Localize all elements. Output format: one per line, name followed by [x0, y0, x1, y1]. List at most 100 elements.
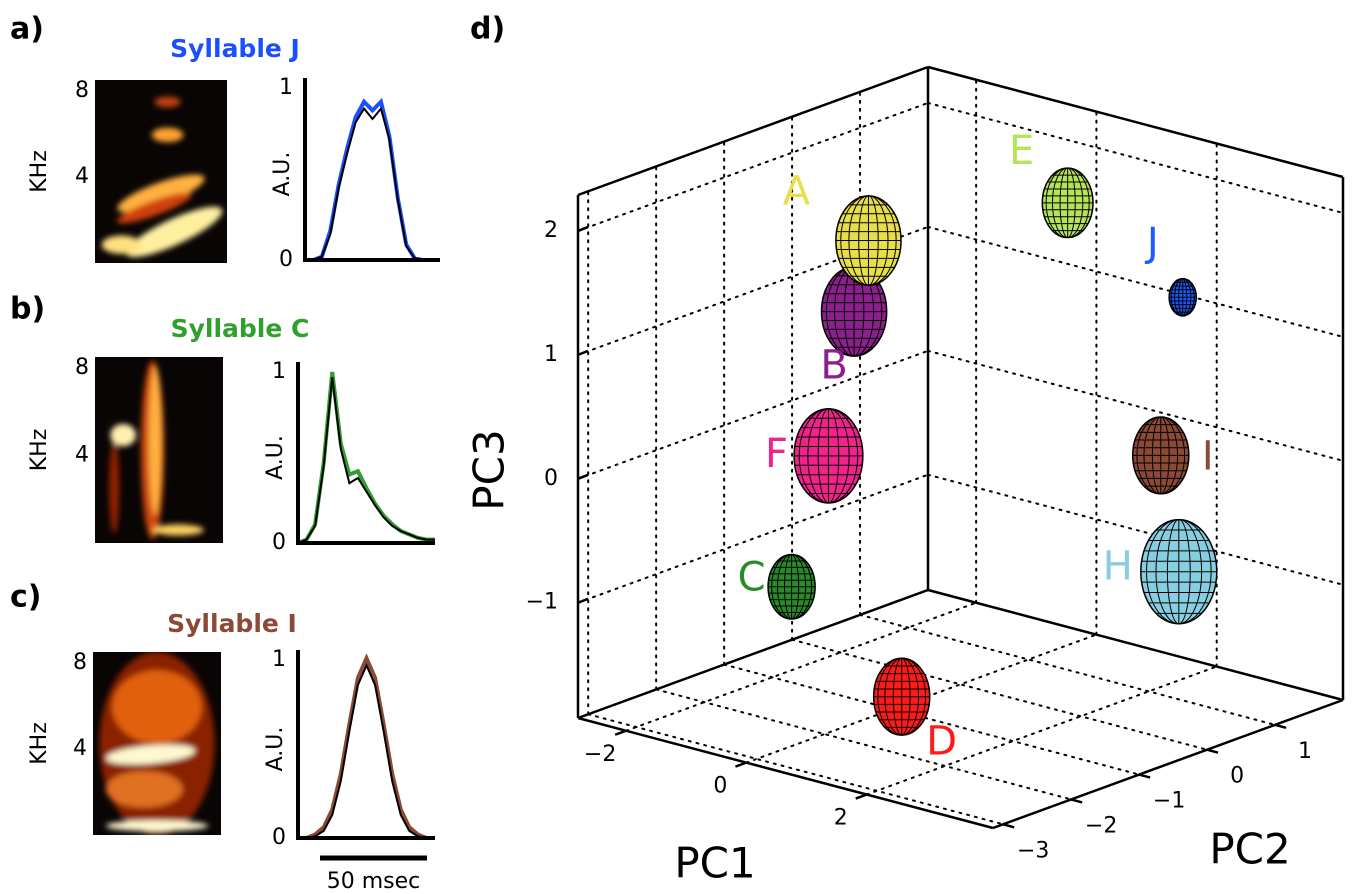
panel-letter: d) — [470, 12, 505, 47]
point-label: A — [783, 169, 811, 215]
y-axis-label: A.U. — [270, 152, 295, 197]
spectrogram-energy — [99, 652, 215, 835]
grid-line — [927, 349, 1344, 462]
panel-letter: a) — [10, 12, 44, 47]
grid-line — [587, 713, 1005, 826]
scale-bar-label: 50 msec — [327, 869, 421, 894]
tick-mark — [734, 761, 747, 768]
z-tick-label: 2 — [544, 218, 558, 243]
panel-title: Syllable J — [170, 34, 300, 63]
energy-blob — [126, 206, 223, 258]
box-edge — [577, 588, 929, 720]
x-axis-label: PC1 — [674, 839, 755, 888]
tick-mark — [614, 729, 627, 736]
y-axis-label: KHz — [27, 429, 52, 472]
energy-blob — [117, 174, 205, 213]
grid-line — [927, 473, 1344, 586]
y-tick-label: 0 — [1230, 764, 1244, 789]
ellipsoid — [793, 408, 864, 504]
ellipsoid — [1140, 518, 1218, 625]
grid-line — [723, 663, 1141, 776]
panel-letter: b) — [10, 292, 45, 327]
energy-blob — [148, 366, 162, 516]
envelope-line — [298, 662, 435, 839]
tick-mark — [577, 473, 589, 480]
x-tick-label: 0 — [713, 774, 727, 799]
y-tick-label: 1 — [272, 359, 286, 384]
tick-mark — [1274, 723, 1287, 730]
ellipsoid — [1168, 277, 1198, 317]
ellipsoid — [835, 195, 902, 286]
ellipsoid — [767, 553, 816, 620]
tick-mark — [577, 349, 589, 357]
point-label: D — [926, 719, 957, 765]
envelope-line — [305, 106, 440, 261]
y-tick-label: 8 — [75, 78, 89, 103]
tick-mark — [577, 225, 589, 233]
grid-line — [859, 613, 1277, 726]
box-edge — [577, 716, 994, 830]
spectrogram-energy — [101, 96, 223, 258]
y-axis-label: PC2 — [1209, 825, 1290, 874]
point-label: E — [1009, 128, 1034, 174]
grid-line — [625, 601, 978, 732]
energy-blob — [105, 744, 196, 765]
energy-blob — [152, 524, 204, 536]
box-edge — [927, 588, 1344, 702]
y-tick-label: −3 — [1017, 838, 1049, 863]
spectrogram-energy — [109, 360, 204, 540]
z-tick-label: 1 — [544, 342, 558, 367]
y-axis-label: A.U. — [263, 435, 288, 480]
y-tick-label: 4 — [73, 736, 87, 761]
x-tick-label: 2 — [834, 806, 848, 831]
grid-line — [927, 101, 1344, 214]
y-tick-label: 8 — [73, 650, 87, 675]
panel-letter: c) — [10, 580, 42, 615]
y-tick-label: 0 — [272, 825, 286, 850]
tick-mark — [577, 597, 589, 604]
box-edge — [927, 65, 1344, 179]
point-label: F — [765, 431, 788, 477]
tick-mark — [1002, 823, 1015, 829]
grid-line — [577, 225, 929, 356]
energy-blob — [151, 127, 184, 143]
energy-blob — [112, 670, 202, 744]
point-label: J — [1144, 220, 1159, 266]
y-tick-label: 1 — [279, 75, 293, 100]
y-tick-label: 0 — [279, 247, 293, 272]
panel-title: Syllable C — [171, 314, 310, 343]
envelope-line — [297, 377, 435, 544]
energy-blob — [105, 820, 209, 832]
ellipsoid — [1041, 167, 1094, 239]
z-axis-label: PC3 — [465, 429, 514, 510]
energy-blob — [154, 96, 181, 108]
y-tick-label: 4 — [75, 164, 89, 189]
energy-blob — [101, 235, 142, 254]
y-axis-label: A.U. — [263, 727, 288, 772]
energy-blob — [105, 770, 183, 808]
tick-mark — [1206, 748, 1219, 754]
energy-blob — [117, 192, 192, 224]
y-axis-label: KHz — [27, 722, 52, 765]
x-tick-label: −2 — [584, 742, 616, 767]
y-tick-label: 1 — [272, 647, 286, 672]
y-tick-label: 0 — [272, 530, 286, 555]
y-tick-label: 8 — [75, 355, 89, 380]
point-label: I — [1202, 433, 1214, 479]
energy-blob — [109, 440, 120, 534]
ellipsoid — [872, 657, 931, 736]
error-band — [305, 97, 440, 262]
y-tick-label: 4 — [75, 442, 89, 467]
grid-line — [577, 473, 929, 604]
ellipsoid — [1131, 416, 1190, 495]
energy-blob — [110, 423, 136, 447]
y-tick-label: −1 — [1153, 789, 1185, 814]
tick-mark — [855, 793, 868, 800]
point-label: B — [820, 343, 847, 389]
point-label: H — [1103, 544, 1133, 590]
y-axis-label: KHz — [27, 150, 52, 193]
box-edge — [992, 698, 1344, 830]
grid-line — [577, 101, 929, 232]
error-band — [297, 371, 435, 545]
